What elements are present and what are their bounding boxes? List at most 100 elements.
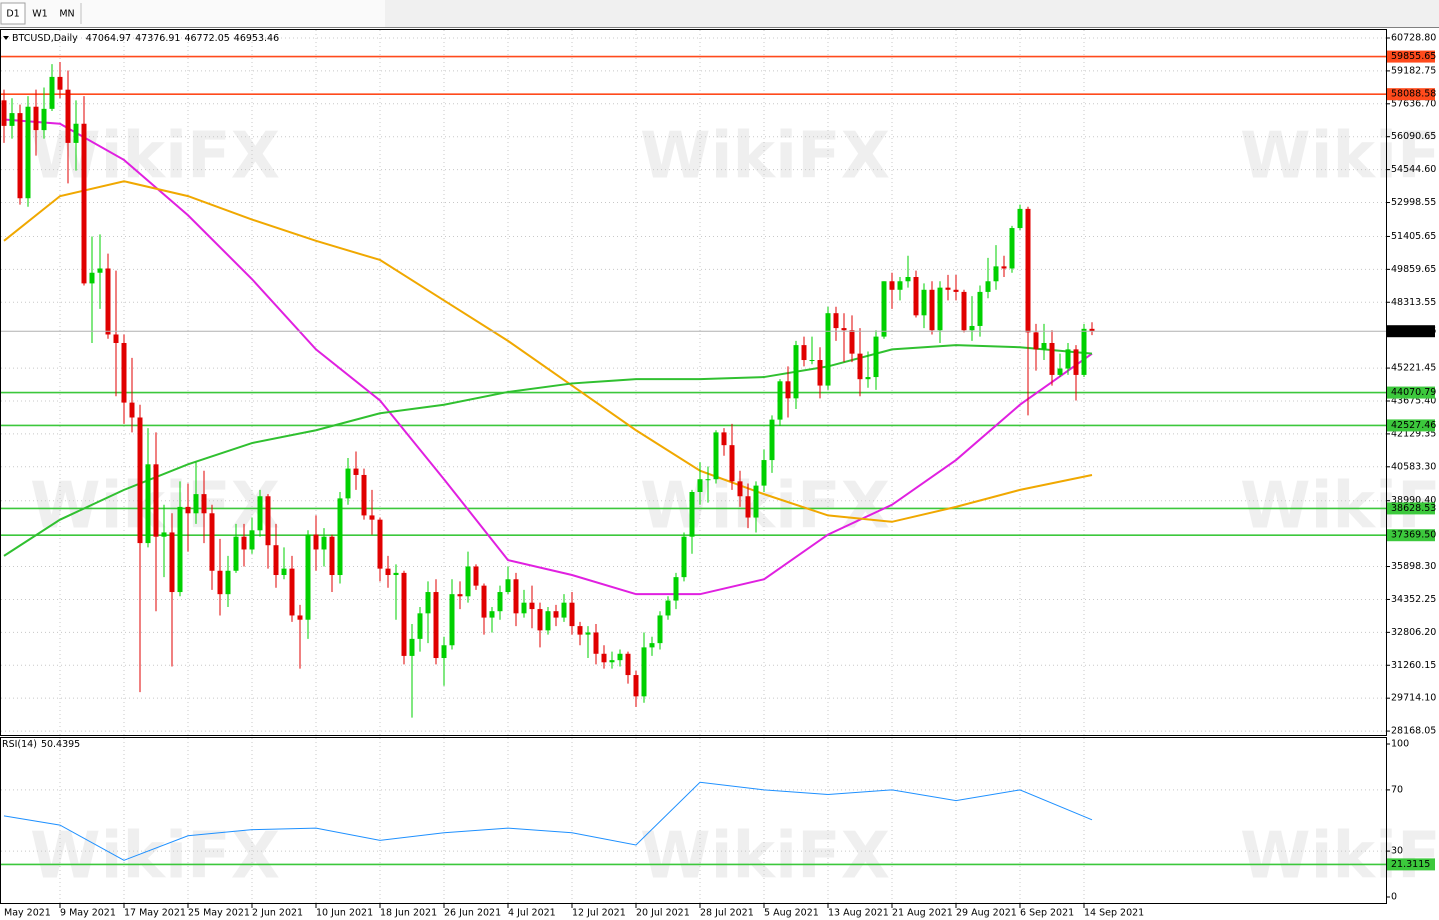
- candle-body: [1, 100, 7, 126]
- y-tick-label: 29714.10: [1391, 693, 1436, 704]
- moving-average: [3, 118, 1093, 596]
- y-tick-label: 28168.05: [1391, 726, 1436, 737]
- y-tick-label: 100: [1391, 739, 1409, 750]
- symbol: BTCUSD,Daily: [12, 33, 78, 44]
- candle-body: [729, 445, 735, 482]
- moving-average: [3, 180, 1093, 523]
- rsi-line: [3, 781, 1093, 861]
- candle-body: [1073, 349, 1079, 375]
- candle-body: [129, 402, 135, 418]
- candle-body: [929, 289, 935, 331]
- candle-body: [169, 532, 175, 593]
- candle-body: [113, 334, 119, 343]
- candle-body: [273, 545, 279, 576]
- tab-d1[interactable]: D1: [6, 9, 19, 20]
- x-tick-label: 13 Aug 2021: [828, 908, 889, 919]
- price-panel-frame: [0, 29, 1387, 736]
- candle-body: [449, 594, 455, 646]
- candle-body: [137, 417, 143, 544]
- level-label: 37369.50: [1391, 530, 1436, 541]
- candle-body: [17, 113, 23, 199]
- candle-body: [105, 268, 111, 335]
- candle-body: [193, 494, 199, 514]
- candle-body: [185, 506, 191, 514]
- candle-body: [57, 76, 63, 90]
- candle-body: [513, 579, 519, 614]
- level-label-box: [1387, 88, 1435, 101]
- header-arrow: [3, 36, 9, 40]
- candle-body: [1057, 368, 1063, 375]
- candle-body: [785, 381, 791, 399]
- tab-strip: [0, 0, 385, 27]
- candle-body: [673, 577, 679, 601]
- y-tick-label: 40583.30: [1391, 461, 1436, 472]
- candle-body: [89, 272, 95, 284]
- x-tick-label: 4 Jul 2021: [508, 908, 556, 919]
- candle-body: [977, 291, 983, 326]
- candle-body: [289, 568, 295, 616]
- candle-body: [881, 281, 887, 337]
- y-tick-label: 52998.55: [1391, 197, 1436, 208]
- candle-body: [817, 360, 823, 386]
- y-tick-label: 48313.55: [1391, 297, 1436, 308]
- candle-body: [969, 325, 975, 331]
- level-label-box: [1387, 529, 1435, 542]
- candle-body: [441, 645, 447, 659]
- candle-body: [633, 675, 639, 697]
- watermark: WikiFX: [1240, 120, 1439, 194]
- candle-body: [41, 108, 47, 131]
- x-tick-label: 21 Aug 2021: [892, 908, 953, 919]
- level-label: 44070.79: [1391, 387, 1436, 398]
- x-tick-label: 18 Jun 2021: [380, 908, 437, 919]
- candle-body: [521, 602, 527, 614]
- candle-body: [265, 496, 271, 546]
- candle-body: [241, 536, 247, 550]
- candle-body: [689, 491, 695, 537]
- y-tick-label: 51405.65: [1391, 231, 1436, 242]
- level-label: 58088.58: [1391, 89, 1436, 100]
- x-tick-label: 9 May 2021: [60, 908, 116, 919]
- tab-mn[interactable]: MN: [59, 9, 74, 20]
- candle-body: [545, 611, 551, 631]
- x-tick-label: 10 Jun 2021: [316, 908, 373, 919]
- tab-w1[interactable]: W1: [32, 9, 47, 20]
- candle-body: [585, 632, 591, 635]
- y-tick-label: 34352.25: [1391, 594, 1436, 605]
- candle-body: [249, 530, 255, 550]
- level-label: 38628.53: [1391, 503, 1436, 514]
- candle-body: [761, 460, 767, 486]
- candle-body: [489, 611, 495, 618]
- candle-body: [569, 602, 575, 627]
- watermark: WikiFX: [1240, 820, 1439, 894]
- candle-body: [1017, 208, 1023, 229]
- candle-body: [873, 336, 879, 378]
- candle-body: [905, 277, 911, 282]
- y-tick-label: 0: [1391, 892, 1397, 903]
- x-tick-label: 26 Jun 2021: [444, 908, 501, 919]
- candle-body: [97, 268, 103, 273]
- y-tick-label: 57636.70: [1391, 98, 1436, 109]
- y-tick-label: 32806.20: [1391, 627, 1436, 638]
- tab-d1-frame[interactable]: [0, 2, 26, 25]
- candle-body: [561, 602, 567, 618]
- level-label-box: [1387, 419, 1435, 432]
- x-tick-label: 20 Jul 2021: [636, 908, 690, 919]
- candle-body: [1089, 328, 1095, 332]
- candle-body: [73, 123, 79, 143]
- candle-body: [321, 536, 327, 550]
- candle-body: [609, 660, 615, 663]
- candle-body: [33, 106, 39, 131]
- y-tick-label: 45221.45: [1391, 363, 1436, 374]
- x-tick-label: 5 Aug 2021: [764, 908, 819, 919]
- plot: [1, 55, 1386, 866]
- candle-body: [1065, 349, 1071, 369]
- candle-body: [953, 289, 959, 292]
- watermark: WikiFX: [640, 820, 890, 894]
- chart-header: BTCUSD,Daily 47064.97 47376.91 46772.05 4695…: [12, 33, 279, 44]
- x-tick-label: 6 Sep 2021: [1020, 908, 1074, 919]
- timeframe-tabs: D1 W1 MN: [0, 2, 82, 25]
- candle-body: [369, 515, 375, 520]
- y-tick-label: 56090.65: [1391, 131, 1436, 142]
- candle-body: [337, 498, 343, 576]
- candle-body: [49, 76, 55, 109]
